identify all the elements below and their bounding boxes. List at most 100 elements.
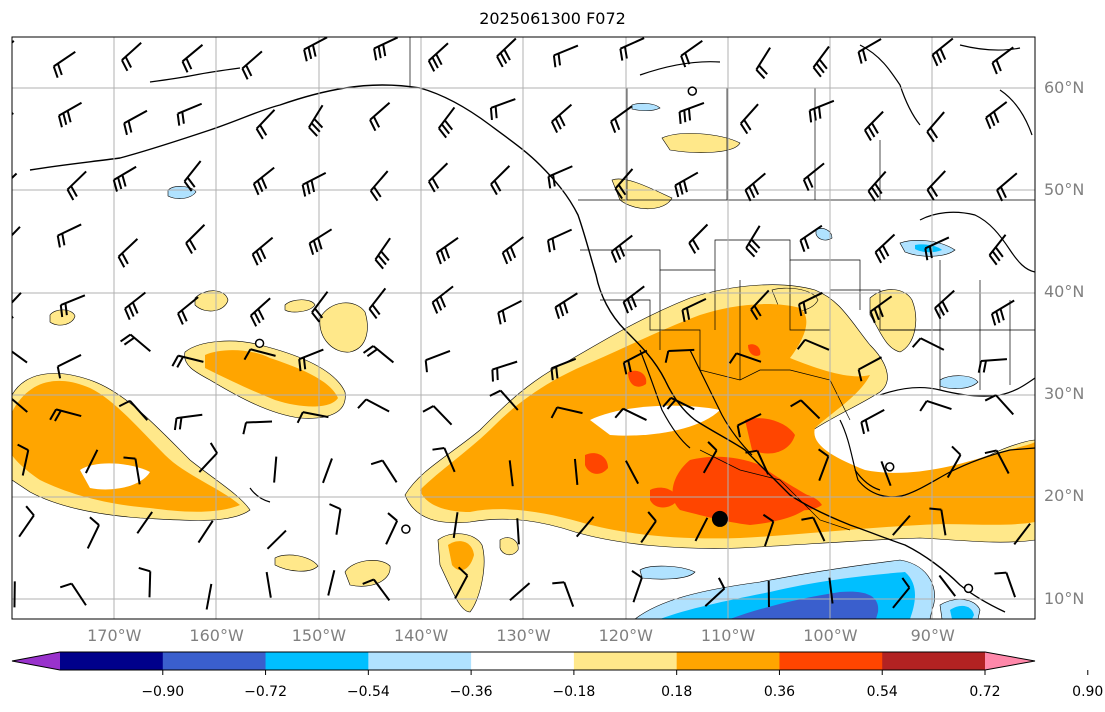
wind-barb (86, 516, 100, 549)
wind-barb (369, 101, 391, 132)
colorbar-tick-label: 0.18 (661, 684, 693, 700)
wind-barb (874, 233, 896, 264)
wind-barb (373, 37, 399, 61)
wind-barb (926, 170, 946, 201)
wind-barb (183, 160, 202, 192)
wind-barb (385, 512, 399, 545)
wind-barb (744, 172, 766, 202)
wind-barb (996, 172, 1018, 202)
wind-barb (911, 337, 945, 351)
wind-barb (374, 237, 391, 270)
wind-barb (550, 357, 577, 381)
wind-barb (12, 397, 28, 413)
wind-barb (688, 223, 709, 254)
wind-barb (57, 101, 83, 128)
longitude-label: 140°W (394, 626, 449, 645)
wind-barb (919, 400, 952, 412)
wind-barb (198, 442, 218, 473)
longitude-label: 130°W (496, 626, 551, 645)
wind-barb (694, 517, 709, 542)
wind-barb (427, 162, 449, 193)
wind-barb (680, 40, 703, 68)
longitude-label: 150°W (291, 626, 347, 645)
wind-barb (802, 162, 825, 192)
wind-barb (266, 529, 287, 550)
wind-barb (12, 172, 18, 180)
longitude-label: 120°W (598, 626, 653, 645)
station-circle (254, 338, 265, 349)
wind-barb (296, 411, 329, 424)
longitude-label: 110°W (700, 626, 756, 645)
station-circle (687, 86, 698, 96)
wind-barb (662, 396, 695, 411)
wind-barb (489, 389, 519, 411)
wind-barb (622, 285, 645, 314)
wind-barb (625, 460, 640, 485)
wind-barb (370, 459, 398, 483)
wind-barb (750, 289, 770, 321)
colorbar-tick-label: −0.72 (244, 684, 287, 700)
colorbar-cell (676, 652, 780, 670)
wind-barb (745, 449, 770, 475)
wind-barb (431, 285, 454, 314)
wind-barb (357, 398, 390, 413)
wind-barb (362, 345, 395, 364)
wind-barb (112, 165, 137, 192)
map-frame (11, 36, 1036, 620)
wind-barb (984, 394, 1015, 416)
gridlines (12, 37, 1035, 619)
wind-barb (681, 297, 707, 323)
wind-barb (546, 228, 573, 253)
wind-barb (117, 238, 139, 268)
wind-barb (552, 44, 579, 68)
colorbar-tick-label: 0.72 (969, 684, 1001, 700)
colorbar-cell (265, 652, 369, 670)
wind-barb (185, 224, 206, 255)
wind-barb (497, 300, 522, 325)
wind-barb (509, 582, 531, 601)
wind-barb (736, 413, 762, 438)
wind-barb (857, 38, 882, 64)
wind-barb (489, 98, 516, 120)
wind-barb (56, 223, 82, 248)
wind-barb (501, 236, 524, 265)
wind-barb (123, 456, 141, 485)
colorbar (11, 651, 1089, 675)
wind-barb (808, 99, 835, 123)
wind-barb (124, 291, 147, 321)
wind-barb (990, 299, 1015, 326)
wind-barb (265, 571, 272, 598)
wind-barb (575, 516, 595, 538)
wind-barb (120, 333, 151, 352)
wind-barb (252, 166, 275, 196)
colorbar-tick-label: 0.90 (1072, 684, 1104, 700)
colorbar-cell (471, 652, 575, 670)
latitude-label: 40°N (1044, 282, 1085, 302)
latitude-label: 30°N (1044, 384, 1085, 404)
wind-barb (452, 512, 459, 539)
wind-barb (454, 566, 469, 599)
wind-barb (985, 101, 1008, 130)
wind-barb (938, 574, 957, 597)
wind-barb (934, 289, 955, 320)
wind-barb (869, 295, 893, 324)
wind-barb (631, 570, 643, 603)
coastlines (29, 44, 1035, 613)
wind-barb (59, 294, 86, 318)
colorbar-cell (60, 652, 164, 670)
wind-barb (929, 507, 947, 536)
colorbar-cell (779, 652, 883, 670)
wind-barb (988, 234, 1007, 266)
latitude-label: 60°N (1044, 78, 1085, 98)
wind-barb (728, 352, 762, 364)
wind-barb (739, 103, 759, 135)
wind-barb (298, 348, 324, 372)
wind-barb (197, 520, 214, 544)
colorbar-extend-high (985, 652, 1035, 670)
wind-barb (704, 577, 726, 607)
colorbar-cell (368, 652, 472, 670)
wind-barb (892, 514, 911, 536)
wind-barb (994, 571, 1017, 598)
latitude-label: 50°N (1044, 180, 1085, 200)
